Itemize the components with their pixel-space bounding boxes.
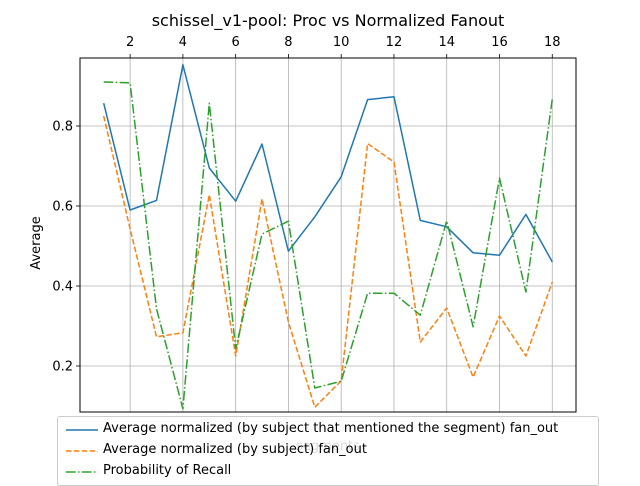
x-tick-label: 16 (491, 35, 508, 50)
x-tick-label: 10 (333, 35, 350, 50)
y-tick-label: 0.2 (52, 360, 73, 375)
plot-frame (79, 57, 577, 413)
y-tick-label: 0.4 (52, 280, 73, 295)
legend: Average normalized (by subject that ment… (57, 416, 599, 486)
legend-swatch (66, 450, 98, 452)
legend-item: Average normalized (by subject) fan_out (58, 441, 598, 461)
legend-label: Average normalized (by subject) fan_out (103, 442, 367, 457)
legend-label: Average normalized (by subject that ment… (103, 421, 559, 436)
y-axis-label: Average (29, 216, 44, 269)
legend-item: Average normalized (by subject that ment… (58, 420, 598, 440)
legend-swatch (66, 429, 98, 431)
axis-ticks: 2 4 6 8 10 12 14 16 18 0.2 0.4 0.6 0.8 (52, 35, 560, 375)
legend-swatch (66, 471, 98, 473)
x-tick-label: 14 (438, 35, 455, 50)
x-tick-label: 2 (126, 35, 134, 50)
x-tick-label: 4 (179, 35, 187, 50)
series-line-1 (102, 64, 553, 263)
x-tick-label: 18 (544, 35, 561, 50)
legend-label: Probability of Recall (103, 463, 232, 478)
chart-title: schissel_v1-pool: Proc vs Normalized Fan… (152, 11, 505, 31)
y-tick-label: 0.8 (52, 120, 73, 135)
series-line-3 (103, 81, 554, 410)
x-tick-label: 6 (232, 35, 240, 50)
legend-item: Probability of Recall (58, 462, 598, 482)
series-line-2 (102, 115, 554, 408)
x-tick-label: 12 (386, 35, 403, 50)
x-tick-label: 8 (284, 35, 292, 50)
series-lines (102, 64, 554, 410)
grid (80, 58, 576, 412)
y-tick-label: 0.6 (52, 200, 73, 215)
